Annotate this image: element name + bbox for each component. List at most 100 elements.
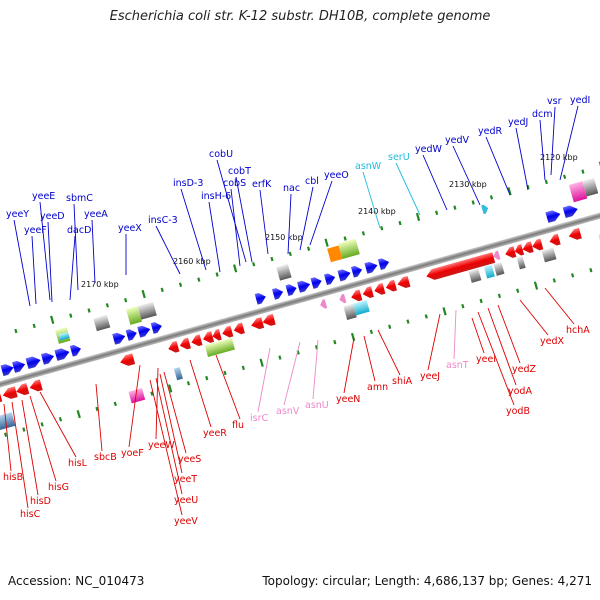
tick-mark (306, 246, 311, 251)
leader-line (39, 391, 77, 458)
tick-mark (232, 264, 238, 273)
leader-line (180, 188, 207, 271)
gene-arrow (29, 379, 43, 392)
gene-arrow (251, 317, 265, 330)
gene-label: asnT (446, 360, 469, 371)
accession-label: Accession: (8, 574, 72, 588)
leader-line (31, 235, 37, 305)
gene-arrow (254, 292, 266, 305)
feature-box (0, 412, 16, 434)
leader-line (519, 299, 549, 336)
gene-arrow (362, 286, 374, 298)
leader-line (453, 309, 457, 360)
leader-line (91, 219, 96, 284)
tick-mark (581, 169, 585, 174)
scale-label: 2140 kbp (358, 207, 396, 216)
tick-mark (58, 417, 63, 422)
accession-number: NC_010473 (75, 574, 145, 588)
gene-arrow (16, 383, 30, 396)
tick-mark (570, 273, 575, 278)
feature-box (93, 314, 111, 332)
gene-arrow (137, 325, 151, 338)
gene-arrow (481, 204, 489, 215)
leader-line (73, 203, 79, 291)
gene-label: yodA (508, 386, 532, 397)
gene-label: yedR (478, 126, 502, 137)
gene-label: yeeO (324, 170, 349, 181)
leader-line (155, 367, 159, 440)
gene-arrow (377, 258, 390, 270)
feature-box (493, 262, 505, 276)
leader-line (452, 145, 481, 206)
gene-label: shiA (392, 376, 413, 387)
gene-label: isrC (250, 413, 268, 424)
scale-label: 2130 kbp (449, 180, 487, 189)
gene-arrow (272, 288, 284, 300)
gene-arrow (179, 337, 192, 350)
tick-mark (533, 281, 539, 290)
tick-mark (22, 427, 26, 432)
leader-line (363, 335, 376, 382)
tick-mark (168, 384, 173, 393)
tick-mark (215, 272, 219, 277)
tick-mark (388, 324, 392, 329)
leader-line (550, 106, 556, 176)
feature-box (468, 268, 482, 283)
leader-line (95, 383, 103, 452)
tick-mark (424, 314, 428, 319)
gene-label: yeeE (32, 191, 55, 202)
feature-box (516, 256, 526, 270)
feature-box (483, 264, 495, 279)
leader-line (21, 399, 39, 496)
gene-label: cobU (209, 149, 233, 160)
gene-arrow (12, 360, 26, 373)
gene-label: asnV (276, 406, 300, 417)
tick-mark (197, 277, 201, 282)
gene-label: yedZ (512, 364, 536, 375)
gene-arrow (350, 265, 363, 278)
leader-line (39, 201, 51, 301)
gene-label: yedW (415, 144, 442, 155)
leader-line (477, 311, 515, 406)
gene-arrow (262, 313, 276, 326)
tick-mark (398, 220, 402, 226)
feature-box (541, 247, 557, 263)
gene-label: yoeF (121, 448, 144, 459)
gene-arrow (202, 331, 215, 343)
gene-arrow (310, 277, 322, 289)
tick-mark (87, 308, 91, 313)
feature-box (343, 303, 357, 320)
leader-line (215, 354, 241, 420)
leader-line (69, 235, 76, 301)
tick-mark (369, 329, 373, 335)
label-leader-lines (3, 105, 579, 516)
gene-label: yeeA (84, 209, 108, 220)
leader-line (377, 329, 401, 376)
tick-mark (589, 267, 593, 273)
tick-mark (124, 297, 128, 303)
gene-label: yedX (540, 336, 564, 347)
reverse-genes (0, 227, 582, 403)
feature-box (582, 177, 599, 197)
tick-mark (324, 238, 329, 247)
gene-arrow (0, 364, 14, 377)
leader-line (208, 201, 221, 273)
tick-mark (350, 332, 356, 342)
tick-mark (160, 287, 164, 293)
lower-feature-boxes (0, 231, 600, 434)
tick-mark (333, 339, 337, 345)
tick-mark (223, 370, 227, 376)
tick-mark (507, 187, 512, 196)
gene-arrow (568, 227, 582, 240)
leader-line (515, 127, 529, 191)
gene-label: yeeD (40, 211, 65, 222)
tick-mark (497, 293, 502, 299)
tick-mark (471, 200, 475, 205)
gene-label: dacD (67, 225, 91, 236)
gene-label: hisL (68, 458, 88, 469)
feature-box (338, 238, 360, 259)
gene-label: yeeX (118, 223, 142, 234)
topology-text: Topology: circular; Length: 4,686,137 bp… (262, 574, 592, 588)
feature-box (568, 181, 588, 203)
gene-label: yeeF (24, 225, 47, 236)
